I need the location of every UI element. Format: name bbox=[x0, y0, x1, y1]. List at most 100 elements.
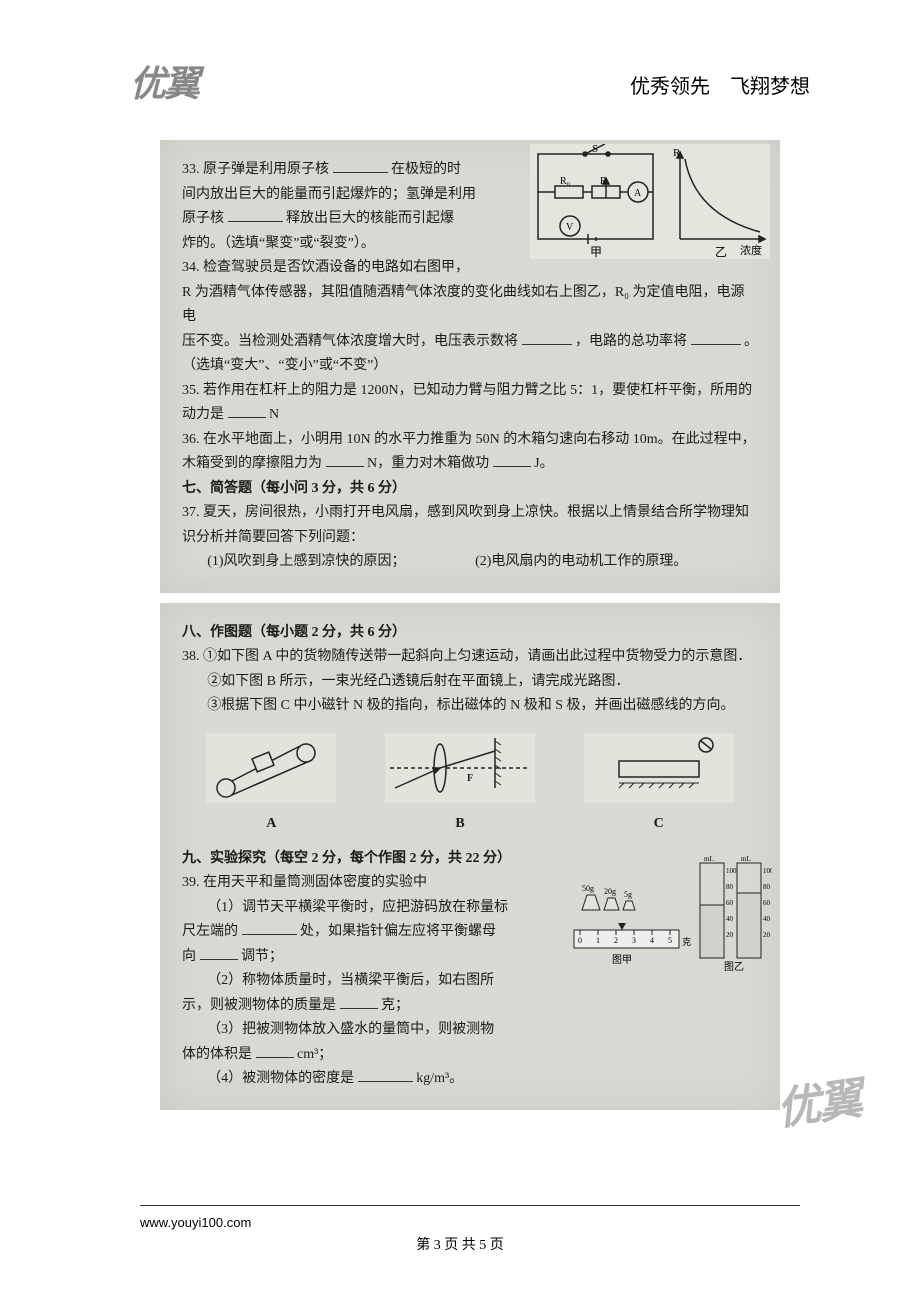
q38-text-b: ②如下图 B 所示，一束光经凸透镜后射在平面镜上，请完成光路图． bbox=[207, 674, 629, 689]
q34-text-b: R 为酒精气体传感器，其阻值随酒精气体浓度的变化曲线如右上图乙，R₀ 为定值电阻… bbox=[182, 285, 745, 325]
label-yi: 乙 bbox=[715, 245, 727, 259]
q39-text-b: （1）调节天平横梁平衡时，应把游码放在称量标 bbox=[207, 900, 508, 915]
label-5g: 5g bbox=[624, 890, 632, 899]
figure-A: A bbox=[206, 733, 336, 837]
q35-text-c: N bbox=[269, 407, 279, 422]
q34-text-c: 压不变。当检测处酒精气体浓度增大时，电压表示数将 bbox=[182, 334, 518, 349]
q38-text-a: 38. ①如下图 A 中的货物随传送带一起斜向上匀速运动，请画出此过程中货物受力… bbox=[182, 649, 751, 664]
label-80-2: 80 bbox=[763, 883, 771, 891]
label-R0: R₀ bbox=[560, 176, 571, 187]
q34-line4: （选填“变大”、“变小”或“不变”） bbox=[182, 354, 758, 379]
q34-text-e: 。 bbox=[744, 334, 758, 349]
content-box-2: 八、作图题（每小题 2 分，共 6 分） 38. ①如下图 A 中的货物随传送带… bbox=[160, 603, 780, 1110]
label-V: V bbox=[566, 222, 574, 233]
blank-34-2 bbox=[691, 330, 741, 345]
page-header: 优翼 优秀领先 飞翔梦想 bbox=[0, 0, 920, 120]
blank-33-1 bbox=[333, 158, 388, 173]
label-20-2: 20 bbox=[763, 931, 771, 939]
q36-text-a: 36. 在水平地面上，小明用 10N 的水平力推重为 50N 的木箱匀速向右移动… bbox=[182, 432, 756, 447]
q36-line1: 36. 在水平地面上，小明用 10N 的水平力推重为 50N 的木箱匀速向右移动… bbox=[182, 428, 758, 453]
label-20-1: 20 bbox=[726, 931, 734, 939]
label-S: S bbox=[592, 144, 598, 155]
label-mL-1: mL bbox=[704, 855, 714, 863]
fig-C-label: C bbox=[584, 812, 734, 837]
label-R-axis: R bbox=[673, 147, 681, 159]
svg-text:F: F bbox=[467, 773, 473, 784]
q37-line3: (1)风吹到身上感到凉快的原因； (2)电风扇内的电动机工作的原理。 bbox=[182, 550, 758, 575]
q39-text-g: （2）称物体质量时，当横梁平衡后，如右图所 bbox=[207, 973, 494, 988]
q36-text-c: N，重力对木箱做功 bbox=[367, 456, 489, 471]
q37-line2: 识分析并简要回答下列问题： bbox=[182, 526, 758, 551]
q39-text-i: 克； bbox=[381, 998, 409, 1013]
q39-text-l: cm³； bbox=[297, 1047, 332, 1062]
label-100-1: 100 bbox=[726, 867, 737, 875]
label-s5: 5 bbox=[668, 936, 672, 945]
section-8-title: 八、作图题（每小题 2 分，共 6 分） bbox=[182, 621, 758, 646]
q38-line2: ②如下图 B 所示，一束光经凸透镜后射在平面镜上，请完成光路图． bbox=[182, 670, 758, 695]
figures-row: A bbox=[182, 733, 758, 837]
q34-text-f: （选填“变大”、“变小”或“不变”） bbox=[182, 358, 387, 373]
q33-text-a: 33. 原子弹是利用原子核 bbox=[182, 162, 329, 177]
content-box-1: S R₀ R A V 甲 R 浓度 乙 33. 原 bbox=[160, 140, 780, 593]
label-40-2: 40 bbox=[763, 915, 771, 923]
label-20g: 20g bbox=[604, 887, 616, 896]
figure-balance-cylinders: 50g 20g 5g 0 1 2 3 4 5 克 bbox=[572, 855, 772, 1015]
q39-text-c: 尺左端的 bbox=[182, 924, 238, 939]
q37-text-d: (2)电风扇内的电动机工作的原理。 bbox=[475, 554, 687, 569]
q34-text-d: ，电路的总功率将 bbox=[575, 334, 687, 349]
label-100-2: 100 bbox=[763, 867, 772, 875]
q33-text-e: 释放出巨大的核能而引起爆 bbox=[286, 211, 454, 226]
label-mL-2: mL bbox=[741, 855, 751, 863]
label-s3: 3 bbox=[632, 936, 636, 945]
q33: 33. 原子弹是利用原子核 在极短的时 间内放出巨大的能量而引起爆炸的；氢弹是利… bbox=[182, 158, 508, 256]
blank-33-2 bbox=[228, 207, 283, 222]
q37-text-a: 37. 夏天，房间很热，小雨打开电风扇，感到风吹到身上凉快。根据以上情景结合所学… bbox=[182, 505, 749, 520]
label-nongdu: 浓度 bbox=[740, 243, 762, 257]
footer-url: www.youyi100.com bbox=[140, 1215, 251, 1230]
q33-text-c: 间内放出巨大的能量而引起爆炸的；氢弹是利用 bbox=[182, 187, 476, 202]
q36-text-d: J。 bbox=[534, 456, 553, 471]
q35-line2: 动力是 N bbox=[182, 403, 758, 428]
header-motto: 优秀领先 飞翔梦想 bbox=[630, 70, 810, 99]
q39-text-d: 处，如果指针偏左应将平衡螺母 bbox=[300, 924, 496, 939]
q39-text-j: （3）把被测物体放入盛水的量筒中，则被测物 bbox=[207, 1022, 494, 1037]
label-s4: 4 bbox=[650, 936, 654, 945]
q34-line1: 34. 检查驾驶员是否饮酒设备的电路如右图甲， bbox=[182, 256, 508, 281]
label-50g: 50g bbox=[582, 884, 594, 893]
label-s1: 1 bbox=[596, 936, 600, 945]
q39-text-f: 调节； bbox=[241, 949, 283, 964]
fig-B-label: B bbox=[385, 812, 535, 837]
blank-39-5 bbox=[358, 1067, 413, 1082]
q39-text-n: kg/m³。 bbox=[416, 1071, 463, 1086]
label-80-1: 80 bbox=[726, 883, 734, 891]
label-60-2: 60 bbox=[763, 899, 771, 907]
blank-36-2 bbox=[493, 452, 531, 467]
figure-C: C bbox=[584, 733, 734, 837]
q37-text-b: 识分析并简要回答下列问题： bbox=[182, 530, 364, 545]
label-s0: 0 bbox=[578, 936, 582, 945]
logo-text: 优翼 bbox=[130, 55, 198, 107]
q33-text-f: 炸的。（选填“聚变”或“裂变”）。 bbox=[182, 236, 375, 251]
q36-line2: 木箱受到的摩擦阻力为 N，重力对木箱做功 J。 bbox=[182, 452, 758, 477]
q34-text-a: 34. 检查驾驶员是否饮酒设备的电路如右图甲， bbox=[182, 260, 469, 275]
figure-B: F B bbox=[385, 733, 535, 837]
section-7-title: 七、简答题（每小问 3 分，共 6 分） bbox=[182, 477, 758, 502]
q39-text-m: （4）被测物体的密度是 bbox=[207, 1071, 354, 1086]
blank-39-3 bbox=[340, 994, 378, 1009]
label-s2: 2 bbox=[614, 936, 618, 945]
watermark: 优翼 bbox=[772, 1062, 864, 1137]
blank-36-1 bbox=[326, 452, 364, 467]
q35-text-a: 35. 若作用在杠杆上的阻力是 1200N，已知动力臂与阻力臂之比 5：1，要使… bbox=[182, 383, 752, 398]
label-60-1: 60 bbox=[726, 899, 734, 907]
q38-line1: 38. ①如下图 A 中的货物随传送带一起斜向上匀速运动，请画出此过程中货物受力… bbox=[182, 645, 758, 670]
q38-text-c: ③根据下图 C 中小磁针 N 极的指向，标出磁体的 N 极和 S 极，并画出磁感… bbox=[207, 698, 734, 713]
label-40-1: 40 bbox=[726, 915, 734, 923]
q39-text-k: 体的体积是 bbox=[182, 1047, 252, 1062]
figure-circuit-graph: S R₀ R A V 甲 R 浓度 乙 bbox=[530, 144, 770, 259]
q38-line3: ③根据下图 C 中小磁针 N 极的指向，标出磁体的 N 极和 S 极，并画出磁感… bbox=[182, 694, 758, 719]
q39-block: 39. 在用天平和量筒测固体密度的实验中 （1）调节天平横梁平衡时，应把游码放在… bbox=[182, 871, 548, 1092]
blank-35-1 bbox=[228, 403, 266, 418]
label-Rv: R bbox=[600, 176, 607, 187]
q35-text-b: 动力是 bbox=[182, 407, 224, 422]
blank-39-2 bbox=[200, 945, 238, 960]
